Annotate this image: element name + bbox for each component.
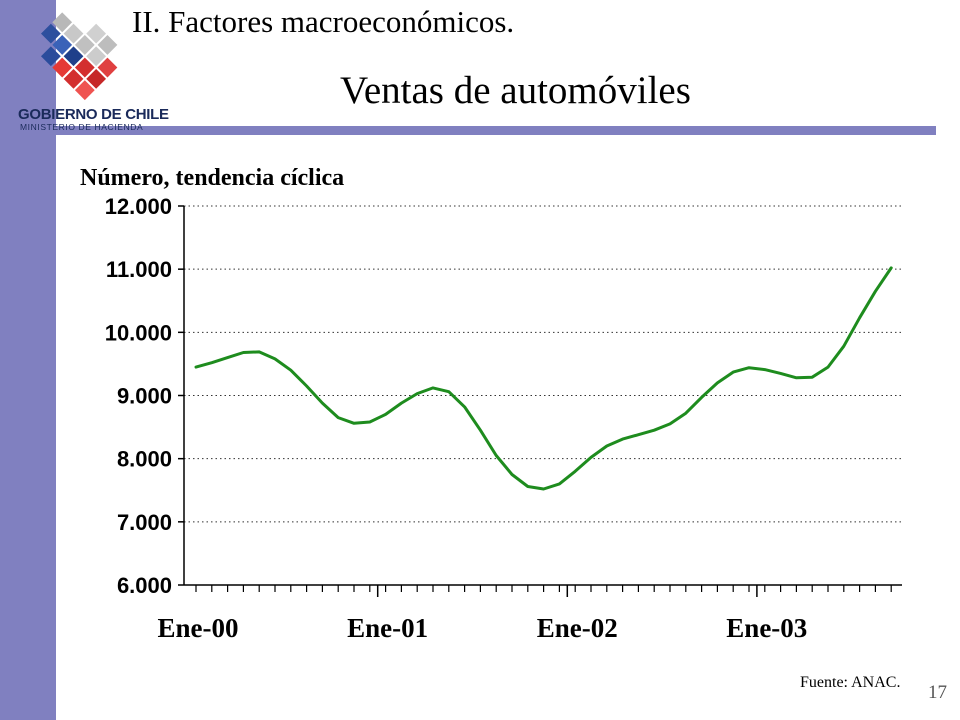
y-tick-label: 9.000 (117, 384, 172, 409)
y-tick-label: 8.000 (117, 447, 172, 472)
x-tick-label: Ene-01 (347, 613, 428, 643)
y-tick-label: 10.000 (105, 320, 172, 345)
left-accent-bar (0, 0, 56, 720)
x-tick-label: Ene-03 (726, 613, 807, 643)
y-tick-label: 7.000 (117, 510, 172, 535)
chart-axes (178, 205, 902, 597)
logo-text: GOBIERNO DE CHILE (18, 106, 169, 123)
y-tick-label: 6.000 (117, 573, 172, 598)
logo-subtext: MINISTERIO DE HACIENDA (20, 122, 144, 132)
page-title: Ventas de automóviles (340, 69, 691, 112)
logo-emblem-icon (40, 12, 118, 101)
section-title: II. Factores macroeconómicos. (132, 4, 515, 39)
y-axis-label: Número, tendencia cíclica (80, 165, 344, 191)
grid-lines (184, 205, 902, 523)
page-number: 17 (928, 682, 947, 703)
x-tick-label: Ene-00 (158, 613, 239, 643)
series-line (194, 266, 893, 491)
series-layer (194, 266, 893, 491)
axis-labels: Número, tendencia cíclica 6.000 7.000 8.00… (80, 165, 807, 643)
y-tick-label: 12.000 (105, 194, 172, 219)
header-rule (32, 126, 936, 135)
x-tick-label: Ene-02 (537, 613, 618, 643)
source-note: Fuente: ANAC. (800, 674, 901, 691)
y-tick-label: 11.000 (106, 257, 172, 282)
government-logo: GOBIERNO DE CHILE MINISTERIO DE HACIENDA (6, 2, 174, 132)
